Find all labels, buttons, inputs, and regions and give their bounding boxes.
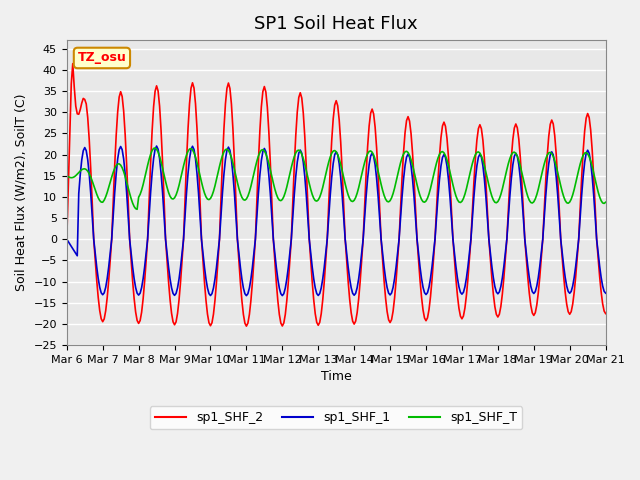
sp1_SHF_2 xyxy=(69,61,77,67)
sp1_SHF_2 xyxy=(63,237,70,242)
sp1_SHF_2 xyxy=(391,295,399,301)
sp1_SHF_2 xyxy=(372,145,380,151)
X-axis label: Time: Time xyxy=(321,371,351,384)
sp1_SHF_T xyxy=(78,167,86,173)
Line: sp1_SHF_1: sp1_SHF_1 xyxy=(67,146,605,296)
sp1_SHF_T xyxy=(372,162,380,168)
sp1_SHF_1 xyxy=(602,290,609,296)
sp1_SHF_T xyxy=(391,185,399,191)
Legend: sp1_SHF_2, sp1_SHF_1, sp1_SHF_T: sp1_SHF_2, sp1_SHF_1, sp1_SHF_T xyxy=(150,407,522,430)
sp1_SHF_1 xyxy=(153,143,161,149)
sp1_SHF_T xyxy=(602,199,609,205)
Line: sp1_SHF_T: sp1_SHF_T xyxy=(67,148,605,209)
Line: sp1_SHF_2: sp1_SHF_2 xyxy=(67,64,605,326)
sp1_SHF_2 xyxy=(164,279,172,285)
Title: SP1 Soil Heat Flux: SP1 Soil Heat Flux xyxy=(254,15,418,33)
sp1_SHF_1 xyxy=(372,176,380,181)
sp1_SHF_1 xyxy=(78,157,86,163)
Text: TZ_osu: TZ_osu xyxy=(77,51,126,64)
sp1_SHF_1 xyxy=(243,293,250,299)
sp1_SHF_1 xyxy=(63,237,70,242)
sp1_SHF_2 xyxy=(539,237,547,242)
sp1_SHF_T xyxy=(133,206,141,212)
sp1_SHF_T xyxy=(63,173,70,179)
sp1_SHF_1 xyxy=(164,264,172,270)
sp1_SHF_T xyxy=(539,167,547,173)
sp1_SHF_T xyxy=(403,148,410,154)
sp1_SHF_1 xyxy=(539,237,547,242)
sp1_SHF_1 xyxy=(403,154,410,160)
sp1_SHF_1 xyxy=(391,276,399,281)
sp1_SHF_T xyxy=(151,145,159,151)
sp1_SHF_2 xyxy=(243,323,250,329)
sp1_SHF_2 xyxy=(79,96,87,101)
sp1_SHF_2 xyxy=(602,311,609,316)
Y-axis label: Soil Heat Flux (W/m2), SoilT (C): Soil Heat Flux (W/m2), SoilT (C) xyxy=(15,94,28,291)
sp1_SHF_T xyxy=(166,193,174,199)
sp1_SHF_2 xyxy=(403,118,410,123)
